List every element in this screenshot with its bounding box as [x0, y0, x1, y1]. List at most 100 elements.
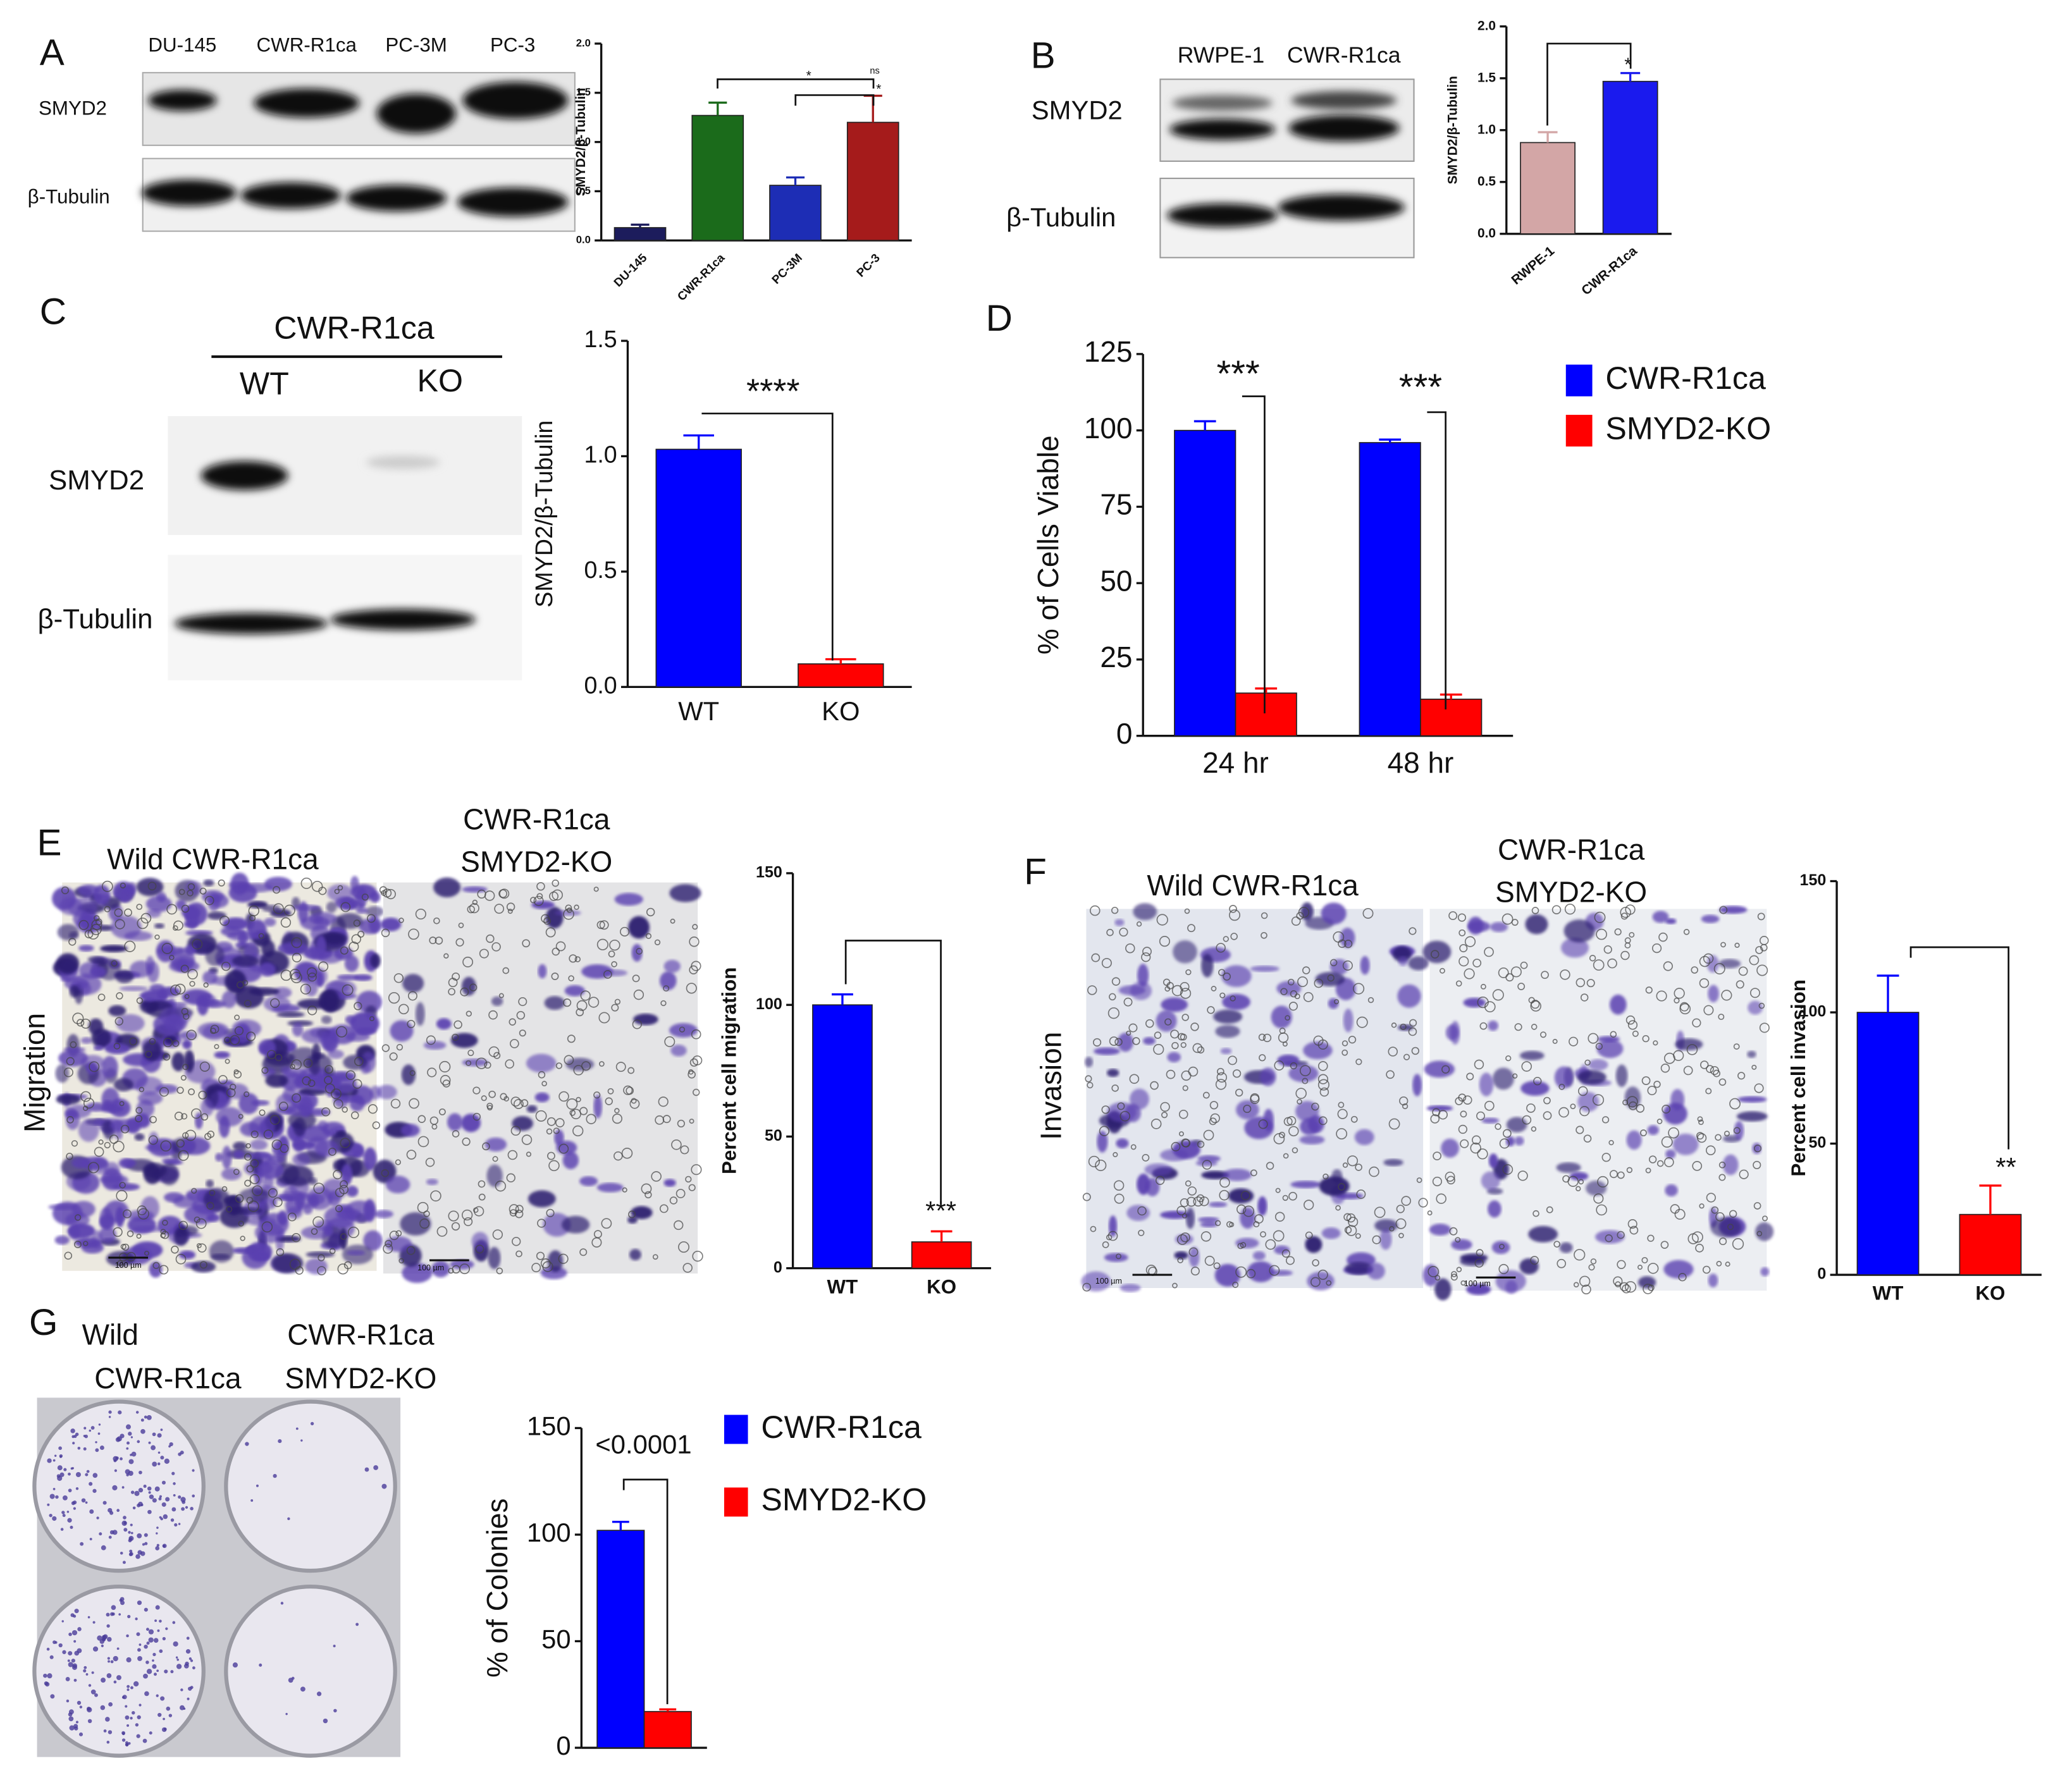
stain [1156, 1010, 1177, 1032]
stain [1288, 1064, 1319, 1083]
pore [1601, 1116, 1610, 1124]
colony [166, 1706, 171, 1711]
colony [131, 1451, 137, 1457]
pore [1130, 1144, 1137, 1150]
colony [137, 1600, 142, 1605]
pore [1699, 1203, 1705, 1209]
pore [1729, 1210, 1737, 1218]
pore [200, 1113, 209, 1121]
pore [658, 1096, 669, 1107]
stain [1117, 1033, 1133, 1052]
pore [111, 960, 118, 967]
y-tick-label: 75 [1100, 488, 1132, 521]
pore [1592, 1094, 1605, 1106]
pore [443, 953, 449, 959]
pore [307, 967, 318, 978]
colony [163, 1514, 168, 1519]
stain [119, 986, 149, 991]
pore [1230, 995, 1236, 1002]
pore [74, 1241, 82, 1249]
pore [1445, 1171, 1455, 1182]
image-title: SMYD2-KO [285, 1361, 436, 1394]
pore [289, 1258, 301, 1270]
y-axis-label: SMYD2/β-Tubulin [531, 420, 557, 608]
pore [1588, 1264, 1595, 1271]
pore [1181, 1071, 1192, 1081]
stain [1201, 954, 1214, 978]
pore [546, 1128, 553, 1135]
pore [381, 890, 387, 896]
pore [1214, 1220, 1221, 1226]
pore [372, 1121, 381, 1129]
stain [1412, 1074, 1422, 1096]
pore [644, 1191, 652, 1199]
pore [1403, 1053, 1410, 1060]
colony [173, 1482, 176, 1485]
pore [87, 1162, 99, 1174]
colony [164, 1669, 168, 1674]
blot-c: CWR-R1ca WT KO SMYD2 β-Tubulin [37, 310, 522, 680]
pore [476, 1057, 488, 1069]
stain [1588, 1059, 1608, 1071]
pore [1265, 1239, 1276, 1250]
colony [92, 1621, 96, 1624]
pore [114, 919, 125, 930]
pore [259, 1109, 266, 1116]
stain [1201, 1170, 1230, 1180]
stain [216, 1107, 244, 1127]
pore [598, 1061, 605, 1067]
pore [493, 1052, 501, 1059]
pore [1180, 1041, 1187, 1048]
colony [165, 1627, 168, 1630]
pore [691, 1164, 702, 1175]
stain [69, 1225, 80, 1240]
blot-b: RWPE-1 CWR-R1ca SMYD2 β-Tubulin [1006, 42, 1415, 259]
pore [1449, 1227, 1458, 1236]
colony [83, 1669, 87, 1673]
stain [629, 1249, 641, 1261]
colony [287, 1517, 290, 1521]
pore [1329, 959, 1338, 967]
pore [494, 904, 505, 914]
colony [154, 1486, 160, 1492]
blot-header: CWR-R1ca [274, 310, 435, 346]
pore [627, 1067, 635, 1074]
pore [340, 1180, 348, 1189]
pore [1337, 1108, 1348, 1119]
pore [1476, 1249, 1484, 1257]
pore [1609, 1170, 1618, 1179]
stain [1130, 1088, 1149, 1110]
pore [467, 1049, 474, 1057]
pore [536, 893, 543, 900]
colony [152, 1652, 156, 1657]
pore [1584, 1059, 1591, 1066]
colony [121, 1520, 127, 1526]
stain [64, 977, 89, 990]
bar [798, 663, 884, 688]
pore [292, 1233, 301, 1243]
pore [1499, 1138, 1510, 1149]
colony [108, 1702, 113, 1707]
y-tick-label: 1.5 [1477, 70, 1496, 85]
stain [1597, 1036, 1620, 1043]
pore [1477, 1148, 1488, 1160]
y-tick-label: 0.0 [1477, 226, 1496, 240]
pore [1228, 1055, 1237, 1065]
pore [1180, 1232, 1190, 1243]
stain [144, 1144, 171, 1151]
colony [151, 1445, 156, 1451]
stain [1106, 1069, 1119, 1077]
stain [1506, 1136, 1515, 1146]
pore [409, 1070, 416, 1076]
pore [1718, 1014, 1725, 1021]
stain [555, 910, 581, 916]
pore [154, 934, 160, 940]
pore [568, 975, 574, 981]
stain [1186, 1207, 1195, 1229]
significance-label: <0.0001 [595, 1430, 691, 1459]
y-tick-label: 0 [774, 1258, 782, 1276]
colony [146, 1628, 149, 1631]
stain [1491, 1241, 1510, 1255]
pore [1362, 907, 1374, 919]
pore [1258, 1033, 1266, 1041]
